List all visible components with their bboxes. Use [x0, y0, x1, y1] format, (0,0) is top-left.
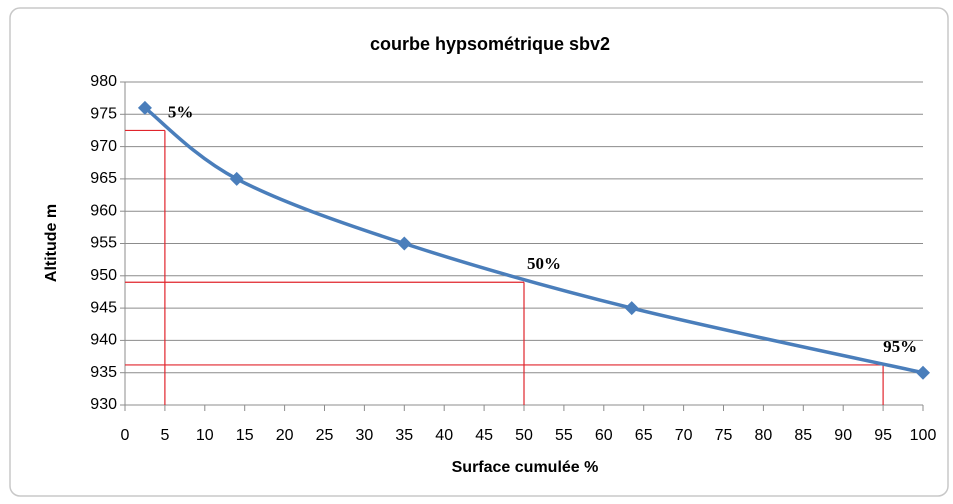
data-line [143, 106, 924, 375]
x-tick-label: 100 [910, 427, 937, 444]
x-tick-label: 10 [196, 427, 214, 444]
x-tick-label: 70 [675, 427, 693, 444]
x-tick-label: 15 [236, 427, 254, 444]
data-point [916, 365, 930, 380]
x-tick-label: 25 [316, 427, 334, 444]
x-tick-label: 50 [515, 427, 533, 444]
x-tick-label: 75 [715, 427, 733, 444]
x-tick-label: 80 [755, 427, 773, 444]
x-tick-label: 35 [395, 427, 413, 444]
data-point [624, 301, 639, 316]
annotation: 5% [168, 102, 194, 121]
x-tick-label: 65 [635, 427, 653, 444]
x-tick-label: 85 [794, 427, 812, 444]
x-tick-label: 5 [160, 427, 169, 444]
data-point [137, 100, 152, 115]
y-tick-label: 950 [90, 267, 117, 284]
x-tick-label: 60 [595, 427, 613, 444]
y-tick-label: 935 [90, 364, 117, 381]
y-tick-label: 945 [90, 299, 117, 316]
y-tick-label: 975 [90, 106, 117, 123]
x-tick-label: 20 [276, 427, 294, 444]
y-tick-label: 960 [90, 202, 117, 219]
x-tick-label: 90 [834, 427, 852, 444]
data-point [397, 236, 412, 251]
chart-frame [9, 7, 949, 497]
y-axis-title: Altitude m [43, 204, 60, 282]
x-tick-label: 55 [555, 427, 573, 444]
x-tick-label: 45 [475, 427, 493, 444]
x-tick-label: 40 [435, 427, 453, 444]
x-tick-label: 95 [874, 427, 892, 444]
annotation: 50% [527, 254, 561, 273]
annotation: 95% [883, 337, 917, 356]
x-tick-label: 30 [356, 427, 374, 444]
y-tick-label: 930 [90, 396, 117, 413]
data-point [229, 171, 244, 186]
x-axis-title: Surface cumulée % [452, 459, 599, 476]
y-tick-label: 955 [90, 235, 117, 252]
y-tick-label: 980 [90, 73, 117, 90]
chart-title: courbe hypsométrique sbv2 [370, 34, 610, 54]
y-tick-label: 965 [90, 170, 117, 187]
y-tick-label: 940 [90, 332, 117, 349]
x-tick-label: 0 [121, 427, 130, 444]
y-tick-label: 970 [90, 138, 117, 155]
